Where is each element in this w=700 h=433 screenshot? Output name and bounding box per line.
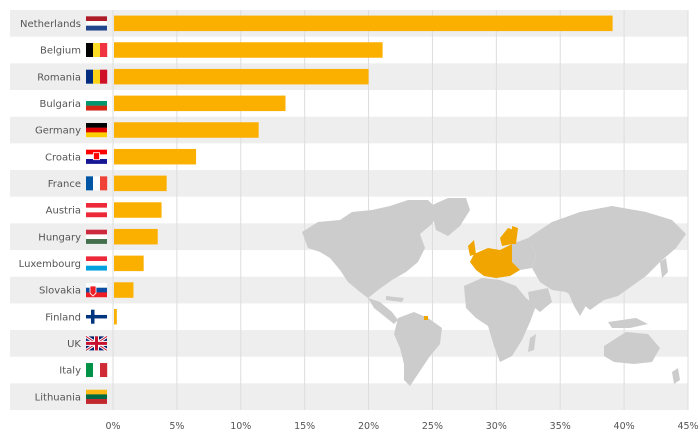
bar [114, 148, 197, 165]
map-eu-highlight [470, 244, 520, 278]
map-greenland [430, 198, 470, 236]
category-label: Hungary [38, 232, 81, 243]
flag-icon-nl [86, 16, 107, 31]
bar [114, 122, 259, 138]
category-label: Romania [37, 72, 81, 83]
flag-icon-hr [86, 149, 107, 164]
bar [114, 95, 286, 112]
row-stripe [10, 116, 688, 144]
map-cuba [386, 296, 404, 302]
flag-icon-bg [86, 96, 107, 111]
category-label: Luxembourg [19, 259, 81, 270]
x-tick-label: 35% [550, 421, 571, 432]
category-label: Austria [46, 206, 81, 217]
x-tick-label: 0% [105, 421, 120, 432]
bar [114, 175, 167, 192]
map-guiana-highlight [424, 316, 428, 320]
category-label: Finland [45, 312, 81, 323]
flag-icon-de [86, 123, 107, 138]
map-scandinavia-highlight [500, 228, 514, 246]
map-europe-east [512, 238, 536, 270]
x-tick-label: 15% [294, 421, 315, 432]
flag-icon-ro [86, 69, 108, 84]
map-australia [604, 332, 660, 364]
category-label: Slovakia [39, 286, 81, 297]
flag-icon-at [86, 203, 107, 218]
flag-icon-lt [86, 389, 107, 404]
map-japan [660, 258, 668, 278]
row-stripe [10, 170, 688, 197]
row-stripe [10, 330, 688, 357]
x-axis-tick-labels: 0% 5% 10% 15% 20% 25% 30% 35% 40% 45% [105, 421, 698, 432]
flag-icon-lu [86, 256, 107, 271]
flag-icon-it [86, 363, 108, 378]
category-label: Germany [35, 126, 81, 137]
map-north-america [302, 200, 440, 298]
category-label: Lithuania [35, 392, 81, 403]
flag-icons [85, 16, 108, 404]
world-map-image [302, 198, 686, 386]
bar [114, 15, 613, 32]
category-label: Croatia [45, 152, 81, 163]
map-new-zealand [672, 368, 680, 384]
x-tick-label: 10% [230, 421, 251, 432]
category-label: Italy [59, 366, 81, 377]
x-tick-label: 25% [422, 421, 443, 432]
bar [114, 228, 158, 245]
category-label: Belgium [40, 46, 81, 57]
category-label: France [48, 179, 81, 190]
map-indonesia [608, 318, 648, 328]
bar [114, 282, 134, 298]
x-tick-label: 5% [169, 421, 184, 432]
bar [114, 308, 117, 325]
bar [114, 68, 369, 85]
flag-icon-fi [86, 309, 107, 324]
flag-icon-be [86, 43, 108, 58]
bar [114, 42, 383, 58]
category-label: Netherlands [20, 19, 81, 30]
bar [114, 202, 162, 218]
x-tick-label: 40% [614, 421, 635, 432]
map-uk-highlight [468, 240, 476, 256]
map-arabia [528, 288, 552, 312]
flag-icon-sk [86, 283, 107, 298]
map-madagascar [528, 334, 536, 352]
category-labels: Netherlands Belgium Romania Bulgaria Germany… [19, 19, 82, 403]
map-india [568, 290, 588, 316]
bars [114, 15, 613, 325]
flag-icon-fr [86, 176, 108, 191]
bar [114, 255, 144, 272]
map-asia [528, 206, 686, 310]
map-south-america [394, 312, 442, 386]
map-finland-highlight [512, 226, 518, 244]
x-tick-label: 30% [486, 421, 507, 432]
x-tick-label: 45% [677, 421, 698, 432]
flag-icon-hu [86, 229, 107, 244]
category-label: Bulgaria [40, 99, 81, 110]
map-africa [464, 278, 536, 362]
map-central-america [368, 298, 398, 324]
x-tick-label: 20% [358, 421, 379, 432]
flag-icon-uk [85, 335, 108, 352]
row-stripe [10, 383, 688, 411]
category-label: UK [67, 339, 81, 350]
